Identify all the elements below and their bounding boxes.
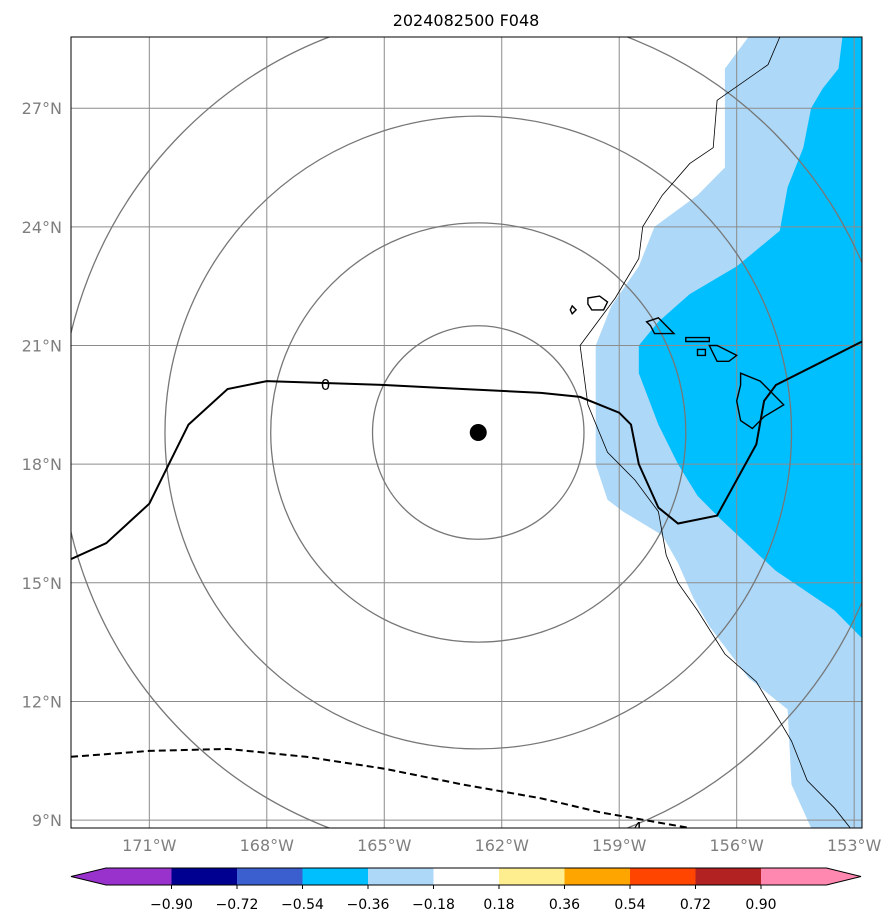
- coastline-molokai: [685, 336, 710, 343]
- storm-center-layer: [469, 424, 487, 441]
- contours: 0 -4: [71, 340, 862, 837]
- colorbar-tick-label: −0.54: [281, 897, 324, 913]
- colorbar-swatch: [106, 868, 172, 885]
- lat-tick-label: 27°N: [22, 99, 62, 118]
- plot-area: 0 -4: [71, 37, 862, 837]
- chart-title: 2024082500 F048: [393, 11, 540, 30]
- coastline-niihau: [569, 304, 578, 315]
- colorbar-swatch: [564, 868, 630, 885]
- lon-tick-label: 153°W: [827, 836, 882, 855]
- lon-tick-label: 168°W: [240, 836, 295, 855]
- lon-tick-label: 171°W: [122, 836, 177, 855]
- contour-label: 0: [321, 376, 331, 394]
- colorbar-swatch: [302, 868, 368, 885]
- longitude-tick-labels: 171°W 168°W 165°W 162°W 159°W 156°W 153°W: [122, 836, 881, 855]
- coastline-kauai: [587, 295, 609, 311]
- lat-tick-label: 12°N: [22, 692, 62, 711]
- shaded-field-1: [638, 37, 862, 639]
- contour-line: [71, 747, 690, 828]
- colorbar-tick-label: 0.36: [549, 897, 580, 913]
- contour-label: -4: [627, 819, 642, 837]
- colorbar-tick-label: 0.54: [614, 897, 645, 913]
- colorbar: −0.90 −0.72 −0.54 −0.36 −0.18 0.18 0.36 0.54 0.7…: [70, 867, 862, 913]
- lat-tick-label: 15°N: [22, 574, 62, 593]
- colorbar-tick-label: 0.18: [483, 897, 514, 913]
- colorbar-tick-label: −0.18: [412, 897, 455, 913]
- lon-tick-label: 162°W: [475, 836, 530, 855]
- lat-tick-label: 21°N: [22, 336, 62, 355]
- lat-tick-label: 24°N: [22, 218, 62, 237]
- colorbar-swatch: [695, 868, 761, 885]
- colorbar-tick-label: 0.90: [745, 897, 776, 913]
- lon-tick-label: 159°W: [592, 836, 647, 855]
- domain-boundary: [579, 37, 851, 828]
- colorbar-tick-label: −0.90: [150, 897, 193, 913]
- plot-frame: [70, 36, 863, 829]
- colorbar-swatch: [171, 868, 237, 885]
- range-ring: [164, 115, 793, 750]
- colorbar-swatch: [630, 868, 696, 885]
- coastline-oahu: [645, 316, 676, 335]
- coastlines: [569, 295, 785, 430]
- colorbar-swatch: [433, 868, 499, 885]
- storm-center-marker: [469, 424, 487, 441]
- latitude-tick-labels: 9°N 12°N 15°N 18°N 21°N 24°N 27°N: [22, 99, 62, 830]
- coastline-hawaii: [735, 372, 785, 430]
- colorbar-tick-label: −0.72: [216, 897, 259, 913]
- lat-tick-label: 18°N: [22, 455, 62, 474]
- gridlines: [71, 37, 862, 828]
- colorbar-extend-high: [826, 868, 861, 885]
- shaded-fields: [595, 37, 862, 828]
- lon-tick-label: 156°W: [710, 836, 765, 855]
- lat-tick-label: 9°N: [32, 811, 62, 830]
- colorbar-tick-label: 0.72: [680, 897, 711, 913]
- domain-boundary-line: [579, 37, 851, 828]
- range-ring: [371, 325, 585, 540]
- coastline-lanai: [696, 348, 707, 357]
- colorbar-tick-label: −0.36: [347, 897, 390, 913]
- colorbar-swatch: [761, 868, 827, 885]
- colorbar-swatch: [499, 868, 565, 885]
- colorbar-swatch: [237, 868, 303, 885]
- lon-tick-label: 165°W: [357, 836, 412, 855]
- range-ring: [270, 222, 687, 643]
- colorbar-outline: [70, 867, 862, 886]
- range-rings: [71, 37, 862, 828]
- colorbar-swatch: [368, 868, 434, 885]
- coastline-maui: [708, 344, 739, 362]
- colorbar-extend-low: [71, 868, 106, 885]
- contour-line: [71, 340, 862, 561]
